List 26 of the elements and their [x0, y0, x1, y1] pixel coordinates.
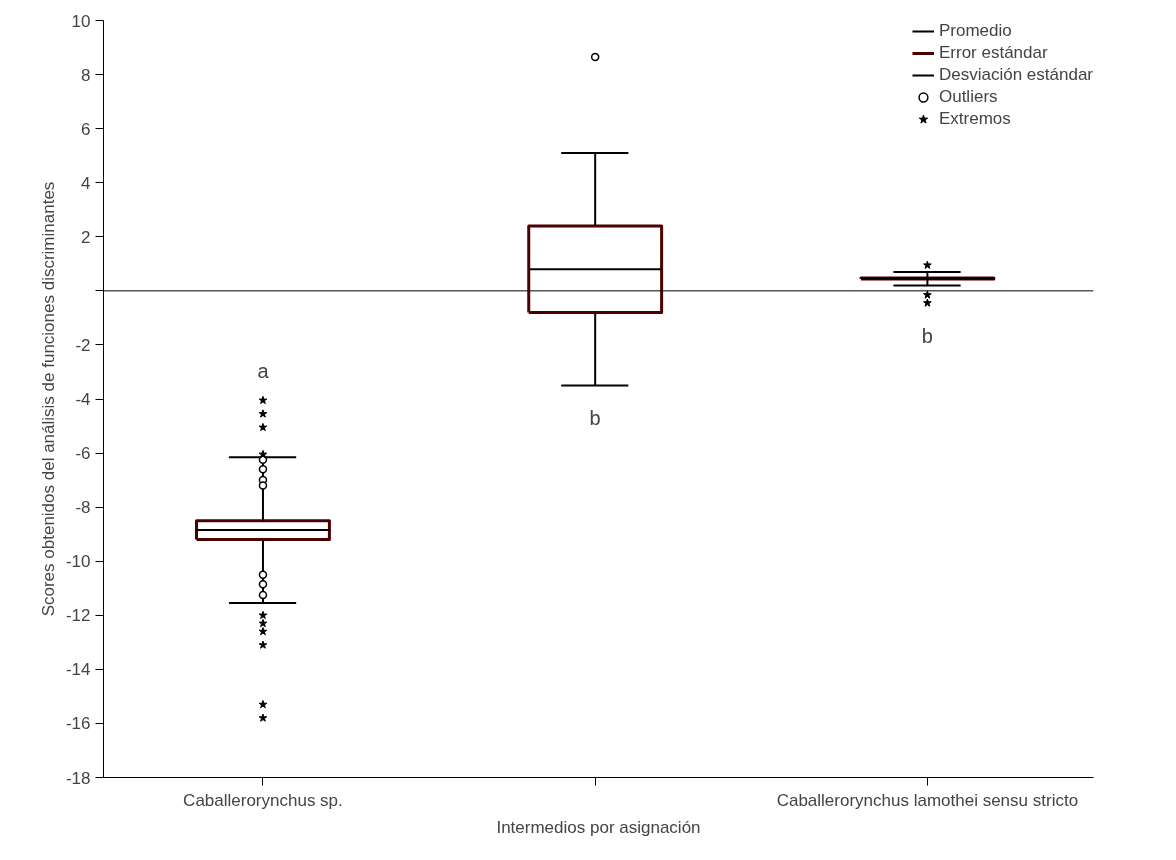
y-tick-label: 8	[81, 65, 91, 85]
y-tick-label: 2	[81, 227, 91, 247]
y-axis-title: Scores obtenidos del análisis de funciones discriminantes	[38, 181, 58, 617]
annotation: Error estándar	[938, 42, 1048, 64]
y-tick-label: 6	[81, 119, 91, 139]
y-tick-label: 10	[71, 11, 91, 31]
y-tick-label: 4	[81, 173, 91, 193]
y-tick-label: -10	[65, 552, 91, 572]
annotation: Outliers	[938, 86, 998, 108]
annotation: b	[921, 325, 933, 348]
annotation: b	[589, 407, 601, 430]
x-axis-title: Intermedios por asignación	[496, 817, 701, 837]
y-tick-label: -18	[65, 768, 91, 788]
y-tick-label: -4	[75, 390, 91, 409]
y-tick-label: -16	[65, 714, 91, 734]
x-tick-label: Caballerorynchus lamothei sensu stricto	[776, 790, 1079, 810]
legend-label: Extremos	[938, 108, 1011, 130]
x-tick-label: Caballerorynchus sp.	[183, 790, 343, 810]
annotation: Desviación estándar	[938, 64, 1093, 86]
y-tick-label: -2	[75, 335, 91, 355]
y-tick-label: -12	[65, 606, 91, 626]
y-tick-label: -14	[65, 660, 91, 680]
y-tick-label: -8	[75, 498, 91, 518]
y-tick-label: -6	[75, 444, 91, 464]
annotation: Promedio	[938, 20, 1012, 42]
annotation: a	[257, 360, 270, 383]
